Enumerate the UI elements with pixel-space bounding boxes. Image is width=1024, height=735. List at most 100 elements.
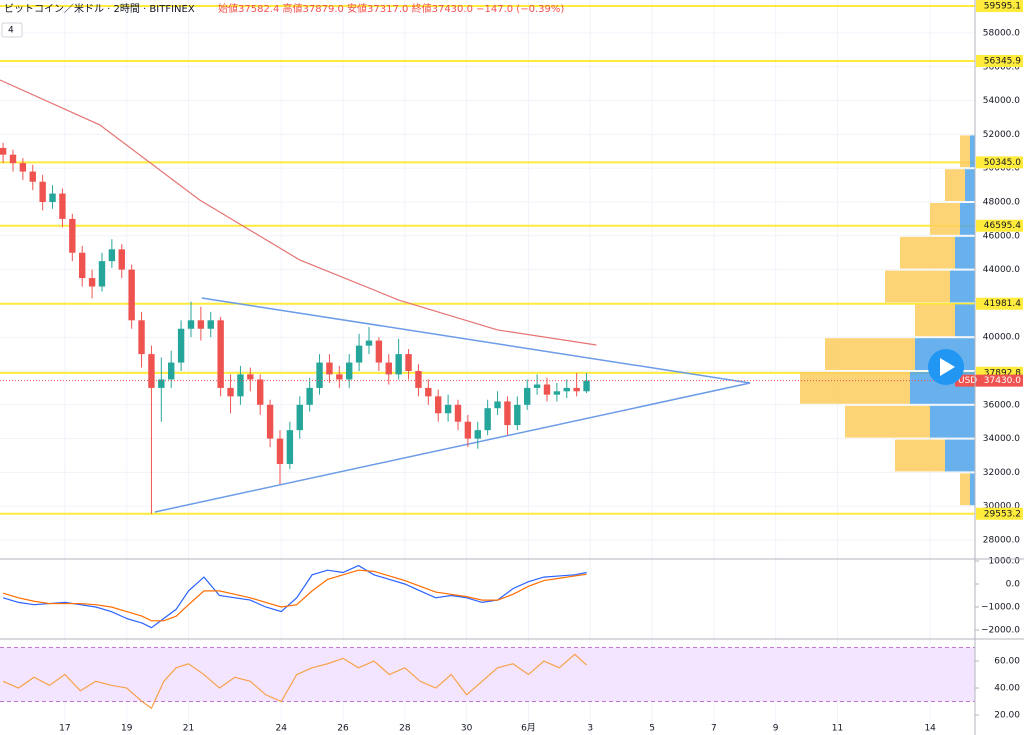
candle-body [395, 354, 402, 375]
candle-body [336, 374, 343, 380]
candle-body [454, 404, 462, 422]
y-tick-label: 40000.0 [983, 333, 1020, 343]
trendline [201, 297, 751, 384]
volume-profile-bar [930, 405, 975, 438]
candle-body [79, 252, 86, 279]
y-tick-label: 40.00 [994, 684, 1020, 694]
x-tick-label: 19 [121, 724, 133, 734]
candle-body [346, 362, 353, 380]
symbol-title: ビットコイン／米ドル · 2時間 · BITFINEX [4, 2, 195, 15]
candle-body [0, 147, 7, 155]
candle-body [187, 320, 195, 329]
level-label: 46595.4 [984, 221, 1021, 231]
y-tick-label: 32000.0 [983, 468, 1020, 478]
level-label-bg [976, 0, 1023, 13]
candle-body [237, 374, 244, 397]
candle-body [108, 249, 116, 262]
volume-profile-bar [895, 439, 945, 472]
volume-profile-bar [960, 135, 970, 168]
x-tick-label: 3 [587, 724, 593, 734]
volume-profile-bar [970, 135, 975, 168]
candle-body [326, 362, 333, 375]
indicator-count: 4 [8, 26, 14, 36]
level-label-bg [976, 507, 1023, 520]
x-tick-label: 28 [399, 724, 411, 734]
candle-body [533, 384, 541, 388]
y-tick-label: 58000.0 [983, 29, 1020, 39]
candle-body [553, 391, 561, 395]
y-tick-label: 36000.0 [983, 400, 1020, 410]
play-icon [940, 358, 955, 376]
trendline [154, 382, 751, 513]
candle-body [514, 404, 521, 426]
candle-body [494, 401, 501, 409]
level-label: 29553.2 [984, 509, 1021, 519]
candle-body [118, 249, 125, 270]
candle-body [415, 371, 422, 388]
indicator-toggle[interactable] [1, 22, 23, 38]
x-tick-label: 21 [183, 724, 194, 734]
candle-body [474, 430, 481, 439]
y-tick-label: 50000.0 [983, 164, 1020, 174]
level-label: 50345.0 [984, 158, 1021, 168]
x-tick-label: 14 [924, 724, 936, 734]
y-tick-label: 1000.0 [989, 556, 1021, 566]
candle-body [29, 171, 36, 182]
x-tick-label: 9 [773, 724, 779, 734]
candle-body [583, 380, 590, 392]
level-label: 41981.4 [984, 299, 1021, 309]
y-tick-label: 34000.0 [983, 434, 1020, 444]
volume-profile-bar [955, 304, 975, 337]
candle-body [375, 340, 383, 363]
candle-body [286, 430, 294, 464]
level-label-bg [976, 54, 1023, 67]
x-tick-label: 24 [275, 724, 287, 734]
indicator-line [2, 653, 587, 710]
y-tick-label: 20.00 [994, 711, 1020, 721]
level-label: 37892.8 [984, 368, 1021, 378]
candle-body [296, 404, 303, 431]
candle-body [276, 438, 284, 464]
candle-body [257, 379, 264, 405]
candle-body [39, 181, 46, 203]
currency-label: USD [958, 376, 977, 386]
y-tick-label: −2000.0 [981, 625, 1020, 635]
candle-body [9, 154, 17, 164]
candle-body [435, 396, 442, 414]
candle-body [306, 387, 313, 405]
candle-body [266, 404, 274, 439]
candle-body [316, 362, 323, 388]
x-tick-label: 30 [461, 724, 473, 734]
candle-body [385, 362, 392, 375]
volume-profile-bar [930, 203, 960, 235]
y-tick-label: 30000.0 [983, 502, 1020, 512]
y-tick-label: 54000.0 [983, 96, 1020, 106]
level-label-bg [976, 156, 1023, 169]
last-price-bg [955, 374, 1023, 387]
volume-profile-bar [825, 338, 915, 371]
candle-body [148, 354, 155, 388]
y-tick-label: 44000.0 [983, 265, 1020, 275]
candle-body [177, 328, 185, 363]
candle-body [484, 408, 491, 431]
x-tick-label: 6月 [521, 723, 536, 734]
y-tick-label: −1000.0 [981, 602, 1020, 612]
candle-body [49, 193, 56, 203]
x-tick-label: 17 [59, 724, 70, 734]
rsi-band [0, 647, 975, 702]
level-label: 59595.1 [984, 2, 1021, 12]
candle-body [355, 345, 363, 363]
candle-body [247, 374, 254, 380]
volume-profile-bar [800, 372, 910, 404]
volume-profile-bar [955, 236, 975, 269]
x-tick-label: 11 [832, 724, 843, 734]
ohlc-legend: 始値37582.4 高値37879.0 安値37317.0 終値37430.0 … [218, 2, 564, 15]
candle-body [563, 387, 570, 392]
y-tick-label: 60.00 [994, 657, 1020, 667]
candle-body [168, 362, 175, 380]
candle-body [138, 320, 145, 355]
volume-profile-bar [965, 169, 975, 202]
volume-profile-bar [970, 473, 975, 506]
candle-body [444, 404, 452, 414]
candle-body [128, 269, 135, 321]
